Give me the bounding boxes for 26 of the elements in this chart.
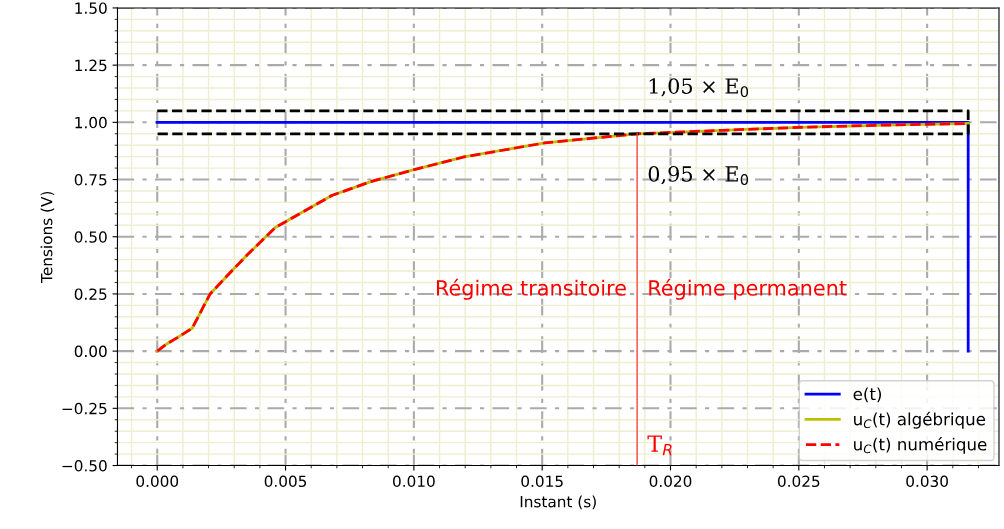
annotation: 1,05 × E$_{0}$	[649, 78, 749, 98]
x-tick-label: 0.030	[906, 475, 948, 488]
x-tick-label: 0.010	[393, 475, 435, 488]
legend-label: u$_{C}$(t) numérique	[854, 437, 987, 454]
x-tick-label: 0.005	[264, 475, 307, 488]
y-tick-label: 1.00	[75, 116, 107, 129]
y-tick-label: 0.50	[74, 231, 107, 243]
y-tick-label: 1.50	[75, 2, 107, 14]
y-tick-label: 0.00	[74, 345, 107, 358]
annotation: T$_{R}$	[647, 435, 672, 456]
annotation: Régime permanent	[649, 278, 847, 300]
y-tick-label: 0.25	[74, 288, 107, 300]
x-axis-title: Instant (s)	[520, 495, 596, 510]
y-tick-label: −0.25	[62, 402, 107, 415]
x-tick-label: 0.020	[649, 475, 692, 488]
x-tick-label: 0.015	[521, 475, 563, 488]
y-tick-label: 0.75	[74, 173, 107, 186]
y-axis-title: Tensions (V)	[40, 191, 55, 283]
x-tick-label: 0.025	[777, 475, 820, 488]
legend-label: e(t)	[853, 387, 882, 403]
annotation: 0,95 × E$_{0}$	[648, 166, 749, 186]
x-tick-label: 0.000	[136, 475, 179, 488]
y-tick-label: −0.50	[62, 459, 107, 472]
legend-label: u$_{C}$(t) algébrique	[854, 411, 986, 429]
annotation: Régime transitoire	[436, 278, 626, 300]
y-tick-label: 1.25	[75, 59, 107, 72]
